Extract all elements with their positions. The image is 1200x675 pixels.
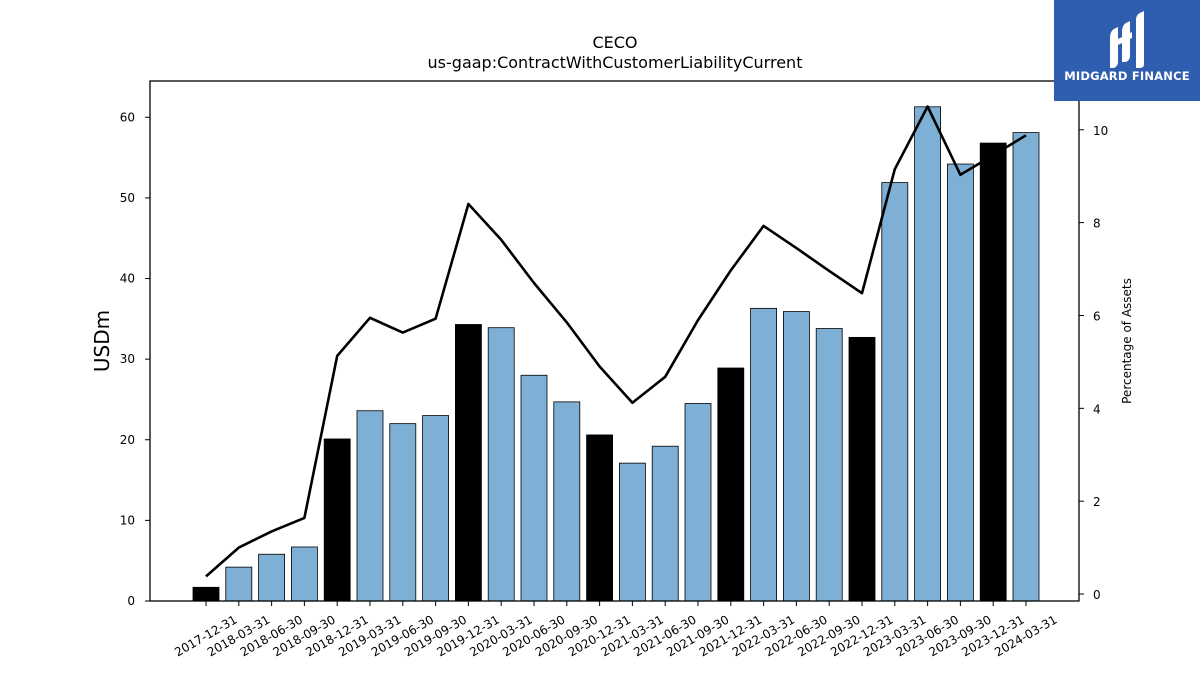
y-tick-label: 0 <box>127 594 135 608</box>
chart-subtitle: us-gaap:ContractWithCustomerLiabilityCur… <box>428 53 803 72</box>
y2-tick-label: 10 <box>1093 124 1108 138</box>
bar-series <box>192 106 1040 602</box>
y2-tick-label: 0 <box>1093 588 1101 602</box>
y-tick-label: 60 <box>120 110 135 124</box>
y2-tick-label: 8 <box>1093 217 1101 231</box>
bar-2023-06-30 <box>914 106 941 602</box>
y2-tick-label: 2 <box>1093 495 1101 509</box>
left-axis-ticks: 0 10 20 30 40 50 60 <box>120 110 150 608</box>
pct-assets-line <box>205 105 1027 578</box>
bar-2021-09-30 <box>684 403 712 602</box>
y-tick-label: 30 <box>120 352 135 366</box>
bar-2022-09-30 <box>815 328 843 602</box>
bar-2019-12-31 <box>454 324 482 602</box>
bar-2018-12-31 <box>323 438 351 602</box>
bar-2021-12-31 <box>717 367 745 602</box>
bar-2022-03-31 <box>750 307 777 602</box>
bar-2018-06-30 <box>258 553 286 602</box>
bar-2018-03-31 <box>225 566 253 602</box>
y2-tick-label: 6 <box>1093 309 1101 323</box>
plot-frame <box>149 80 1080 602</box>
bar-2022-06-30 <box>783 311 810 602</box>
bar-2019-03-31 <box>356 410 384 602</box>
brand-logo: MIDGARD FINANCE <box>1054 0 1200 101</box>
bar-2024-03-31 <box>1012 132 1040 602</box>
brand-name: MIDGARD FINANCE <box>1064 69 1190 83</box>
y2-tick-label: 4 <box>1093 402 1101 416</box>
bar-2019-06-30 <box>389 423 417 602</box>
bar-2023-03-31 <box>881 182 909 602</box>
y-tick-label: 10 <box>120 513 135 527</box>
right-axis-ticks: 0 2 4 6 8 10 <box>1079 124 1108 602</box>
line-series <box>205 105 1027 578</box>
midgard-logo-icon <box>1110 11 1144 68</box>
bar-2019-09-30 <box>422 415 450 602</box>
x-axis-ticks: 2017-12-312018-03-312018-06-302018-09-30… <box>172 601 1060 659</box>
bar-2021-06-30 <box>651 445 679 602</box>
chart-title: CECO <box>592 33 637 52</box>
y2-axis-label: Percentage of Assets <box>1120 278 1134 404</box>
bar-2018-09-30 <box>290 546 318 602</box>
y-tick-label: 40 <box>120 272 135 286</box>
y-axis-label: USDm <box>90 310 114 372</box>
y-tick-label: 50 <box>120 191 135 205</box>
bar-2020-09-30 <box>553 401 581 602</box>
bar-2020-06-30 <box>520 374 548 602</box>
bar-2023-12-31 <box>979 142 1007 602</box>
y-tick-label: 20 <box>120 433 135 447</box>
bar-2020-03-31 <box>487 327 515 602</box>
bar-2020-12-31 <box>586 434 613 602</box>
bar-2021-03-31 <box>619 462 646 602</box>
bar-2023-09-30 <box>947 163 974 602</box>
bar-2022-12-31 <box>848 336 876 602</box>
bar-2017-12-31 <box>192 586 220 602</box>
